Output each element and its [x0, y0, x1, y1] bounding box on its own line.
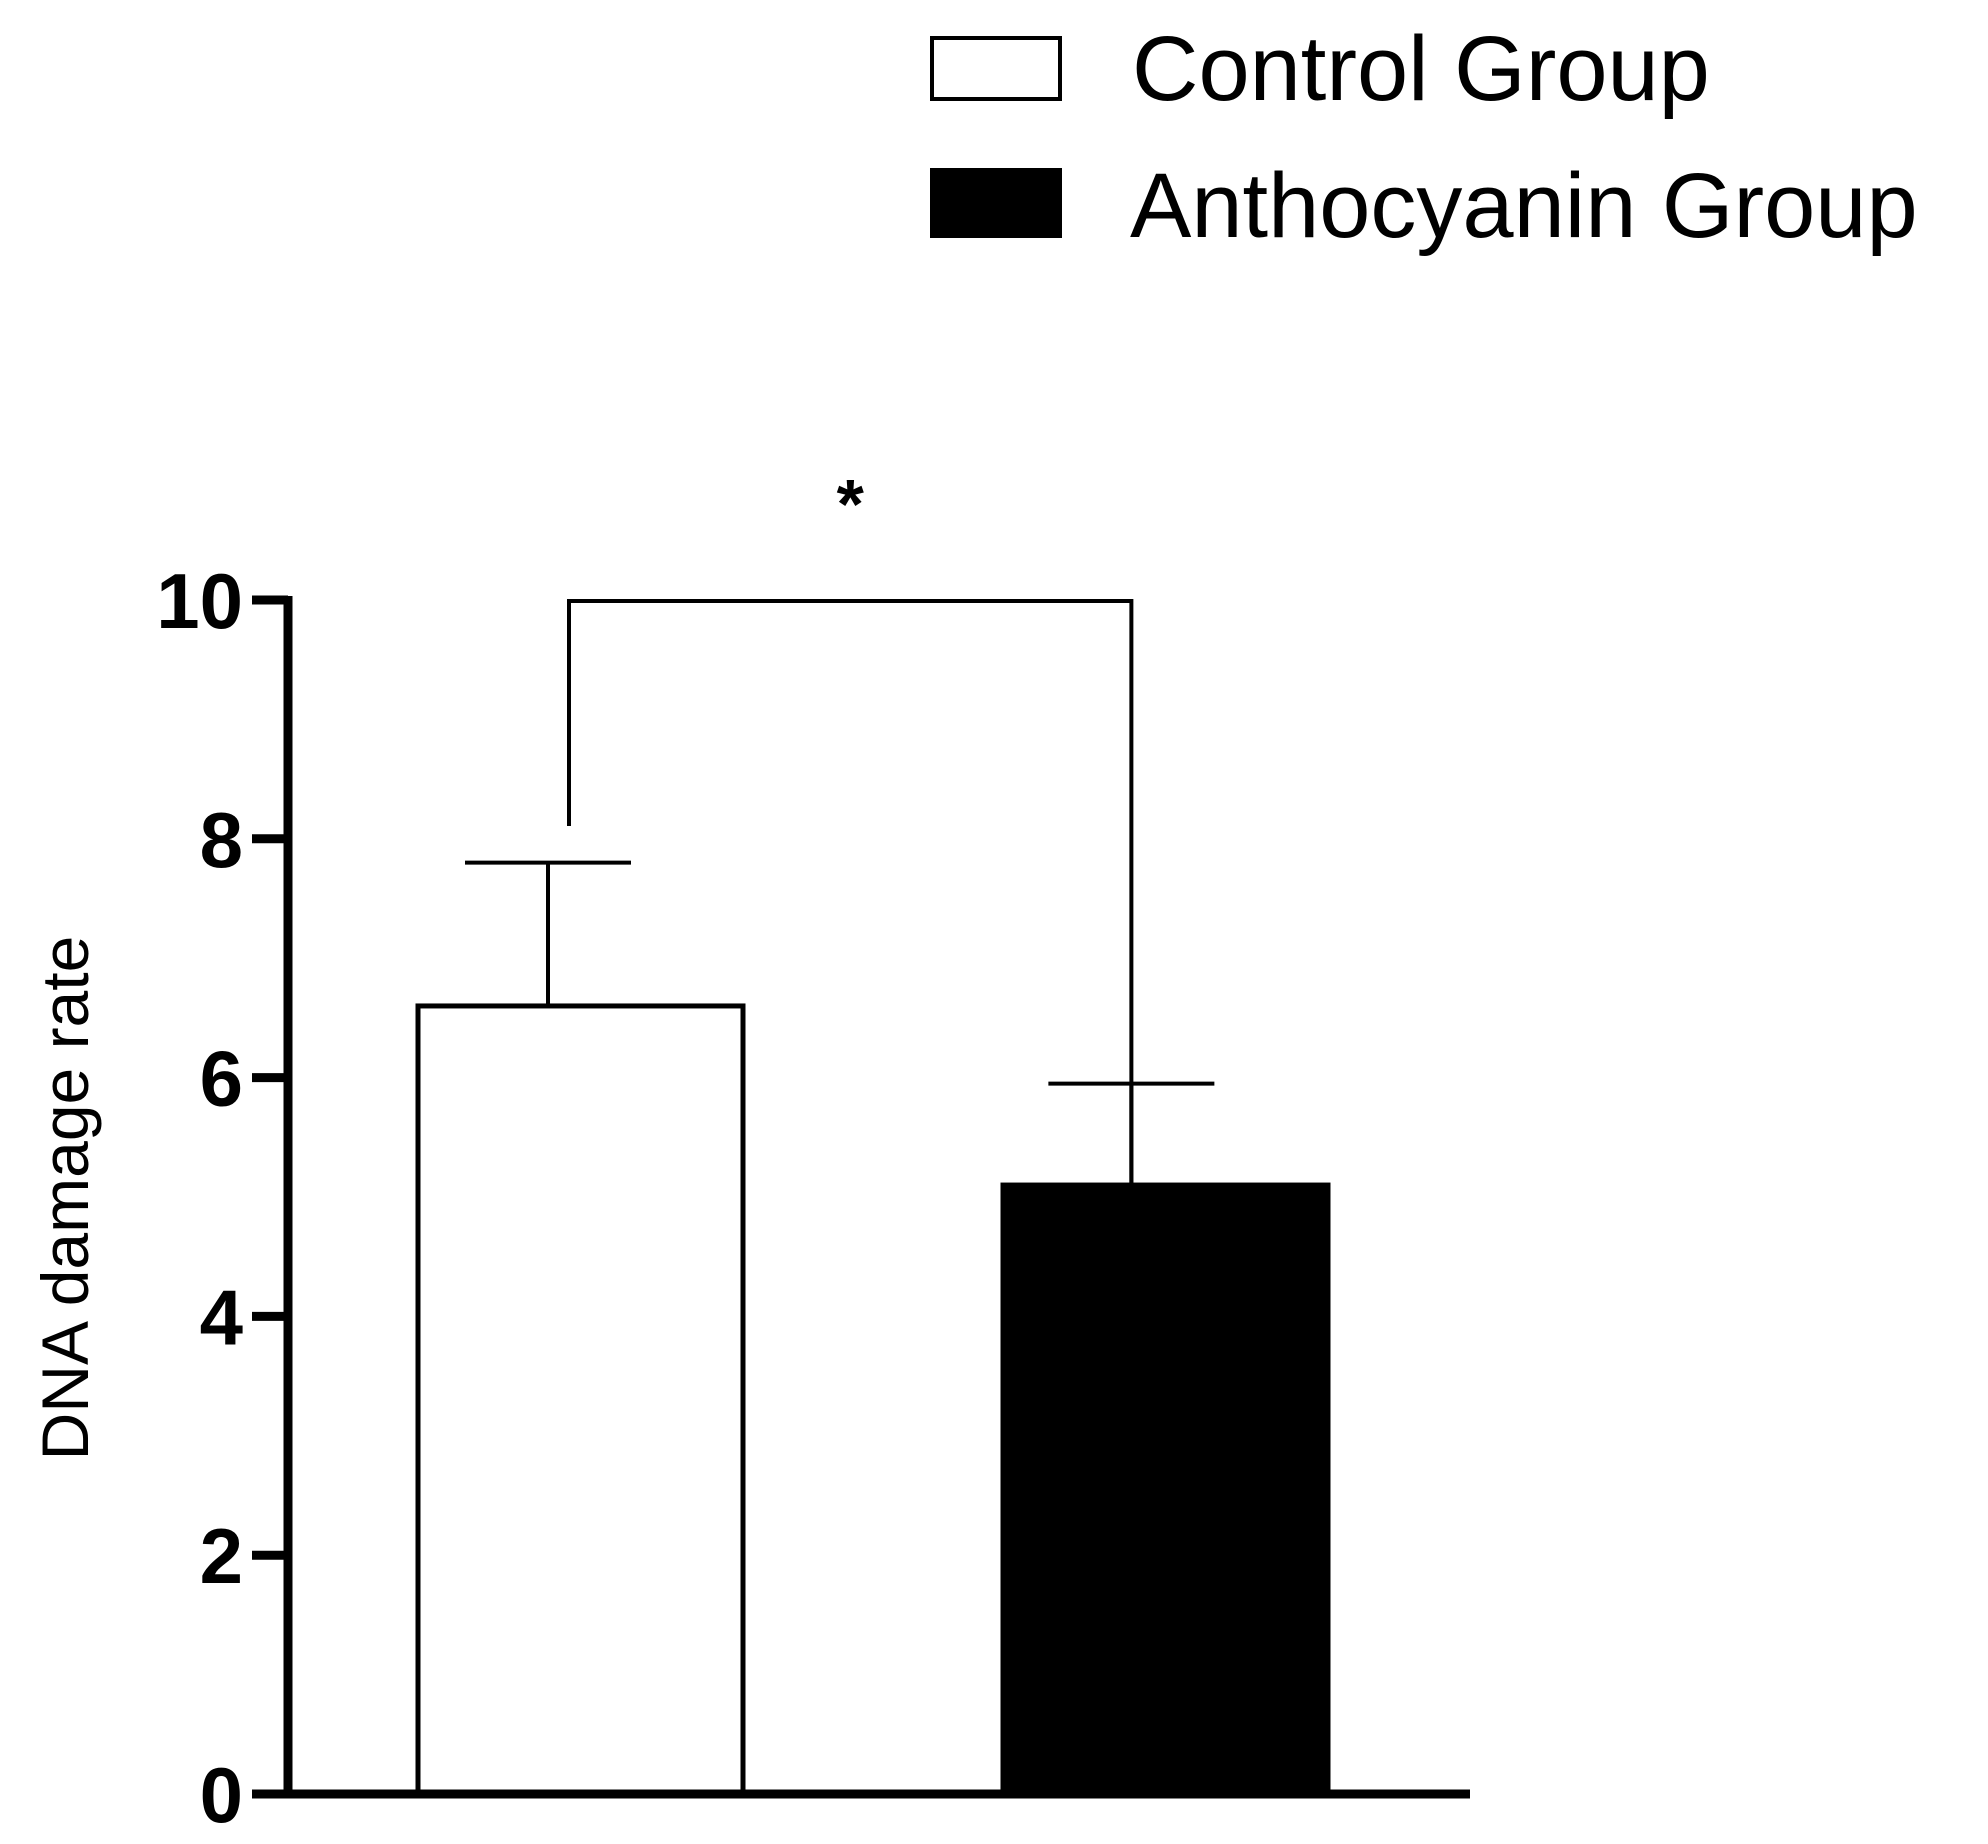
significance-bracket: * — [567, 465, 1134, 1186]
legend: Control Group Anthocyanin Group — [930, 18, 1918, 257]
bars — [415, 1003, 1331, 1797]
bar-anthocyanin — [1000, 1182, 1331, 1797]
y-tick-label: 2 — [200, 1512, 243, 1600]
bar-control — [415, 1003, 746, 1797]
y-axis-title: DNA damage rate — [28, 936, 102, 1461]
significance-line — [567, 599, 1134, 1186]
significance-marker: * — [837, 465, 865, 543]
legend-swatch-anthocyanin — [930, 168, 1062, 238]
legend-swatch-control — [930, 36, 1062, 101]
legend-label-control: Control Group — [1132, 18, 1710, 120]
y-tick-label: 4 — [200, 1273, 243, 1361]
legend-label-anthocyanin: Anthocyanin Group — [1130, 155, 1918, 257]
y-tick-label: 6 — [200, 1035, 243, 1123]
y-axis: 0 2 4 6 8 10 — [156, 557, 293, 1839]
y-tick-label: 0 — [200, 1751, 243, 1839]
y-tick-label: 10 — [156, 557, 243, 645]
y-tick-label: 8 — [200, 796, 243, 884]
